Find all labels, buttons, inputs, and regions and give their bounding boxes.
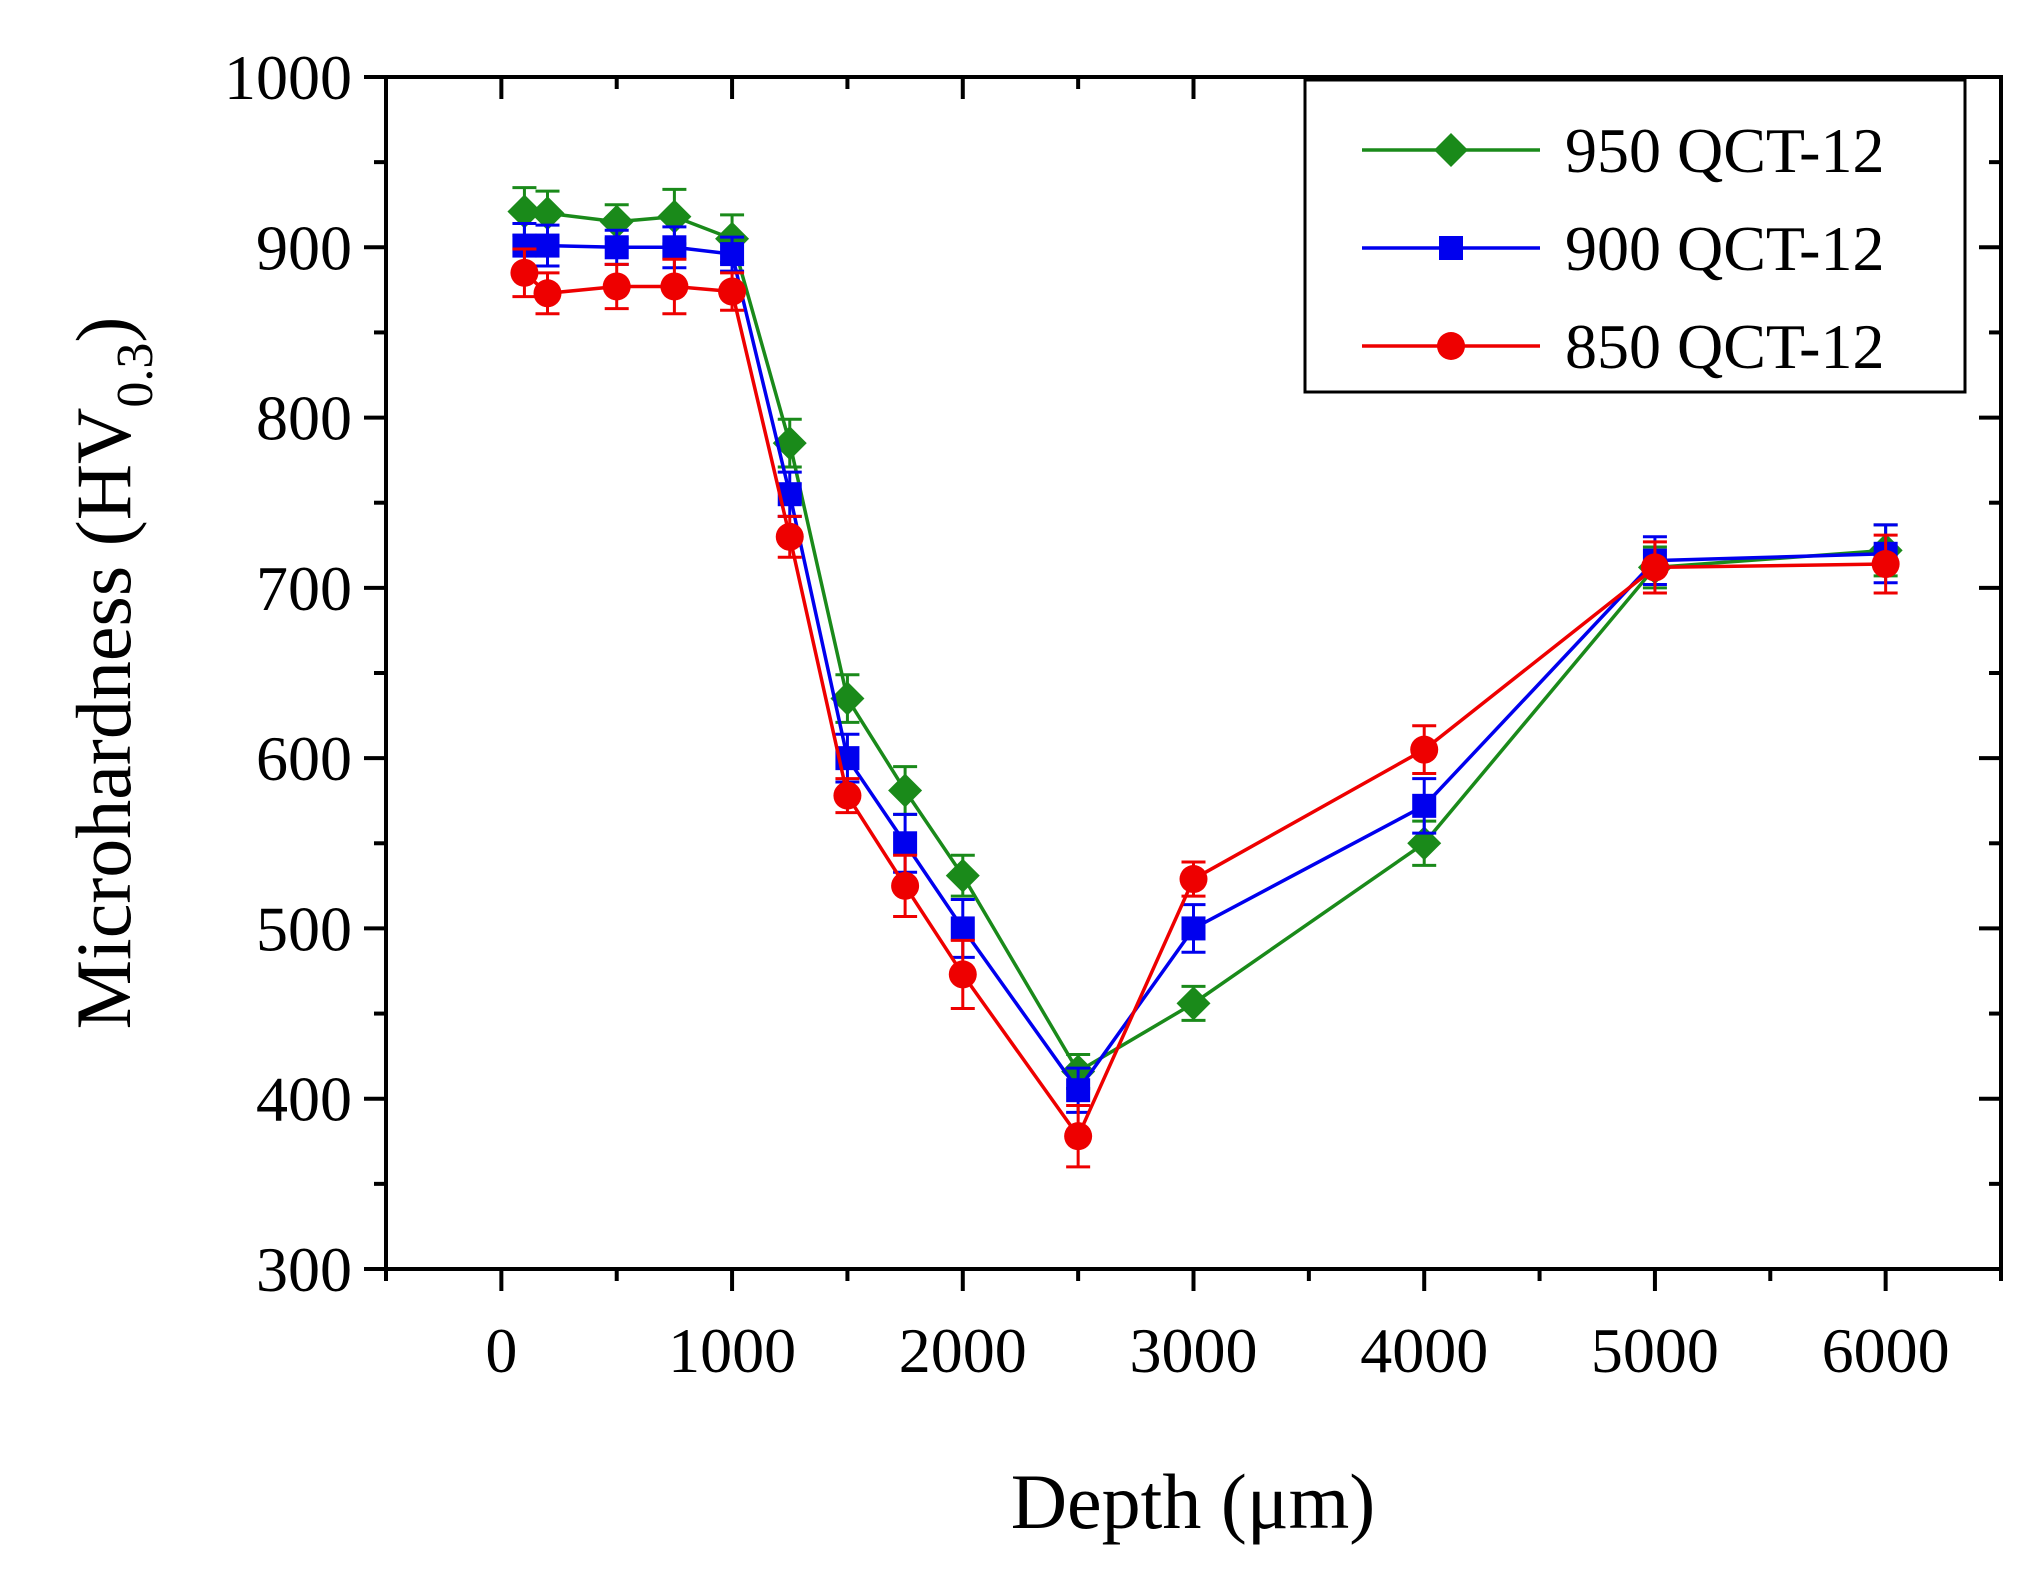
x-tick-label: 3000 (1130, 1315, 1258, 1386)
data-point (950, 916, 975, 941)
legend-entry: 850 QCT-12 (1362, 311, 1884, 382)
legend-label: 850 QCT-12 (1565, 311, 1884, 382)
data-point (718, 277, 747, 306)
data-point (720, 242, 745, 267)
data-point (604, 235, 629, 260)
y-tick-label: 500 (256, 893, 352, 964)
x-tick-label: 0 (485, 1315, 517, 1386)
data-point (830, 681, 865, 716)
y-tick-label: 400 (256, 1064, 352, 1135)
data-point (1871, 550, 1900, 579)
x-tick-label: 5000 (1591, 1315, 1719, 1386)
y-tick-label: 700 (256, 553, 352, 624)
data-point (602, 272, 631, 301)
legend: 950 QCT-12 900 QCT-12 850 QCT-12 (1362, 115, 1884, 382)
legend-marker (1434, 133, 1468, 167)
data-point (1407, 826, 1442, 861)
data-point (662, 235, 687, 260)
data-point (948, 960, 977, 989)
data-point (1064, 1122, 1093, 1151)
y-axis-title: Microhardness (HV0.3) (60, 317, 164, 1030)
data-point (1066, 1078, 1091, 1103)
y-tick-label: 900 (256, 212, 352, 283)
x-tick-label: 2000 (899, 1315, 1027, 1386)
data-point (775, 522, 804, 551)
data-point (510, 258, 539, 287)
data-point (507, 194, 542, 229)
series-circle (510, 247, 1900, 1169)
data-point (891, 871, 920, 900)
legend-entry: 950 QCT-12 (1362, 115, 1884, 186)
y-axis-title-subscript: 0.3 (107, 343, 164, 408)
legend-entry: 900 QCT-12 (1362, 213, 1884, 284)
y-tick-label: 800 (256, 383, 352, 454)
y-axis-title-main: Microhardness (HV (60, 408, 147, 1030)
data-point (660, 272, 689, 301)
y-axis-title-close: ) (60, 317, 147, 343)
data-point (1181, 916, 1206, 941)
y-tick-label: 600 (256, 723, 352, 794)
data-point (1176, 986, 1211, 1021)
legend-label: 900 QCT-12 (1565, 213, 1884, 284)
y-tick-label: 300 (256, 1234, 352, 1305)
x-axis-title: Depth (μm) (1011, 1458, 1376, 1545)
legend-marker (1439, 236, 1463, 260)
data-point (893, 831, 918, 856)
legend-marker (1437, 332, 1465, 360)
x-tick-label: 1000 (668, 1315, 796, 1386)
data-point (1640, 553, 1669, 582)
tick-labels: 0 1000 2000 3000 4000 5000 6000 300 400 500 600 700… (224, 42, 1950, 1386)
data-point (945, 858, 980, 893)
y-tick-label: 1000 (224, 42, 352, 113)
data-point (530, 196, 565, 231)
data-point (833, 781, 862, 810)
data-point (1412, 793, 1437, 818)
data-point (657, 199, 692, 234)
series-layer (507, 186, 1903, 1169)
data-point (888, 773, 923, 808)
x-tick-label: 6000 (1822, 1315, 1950, 1386)
x-tick-label: 4000 (1360, 1315, 1488, 1386)
legend-label: 950 QCT-12 (1565, 115, 1884, 186)
data-point (535, 233, 560, 258)
data-point (533, 279, 562, 308)
legend-box (1303, 78, 1967, 394)
data-point (1410, 735, 1439, 764)
data-point (1179, 865, 1208, 894)
